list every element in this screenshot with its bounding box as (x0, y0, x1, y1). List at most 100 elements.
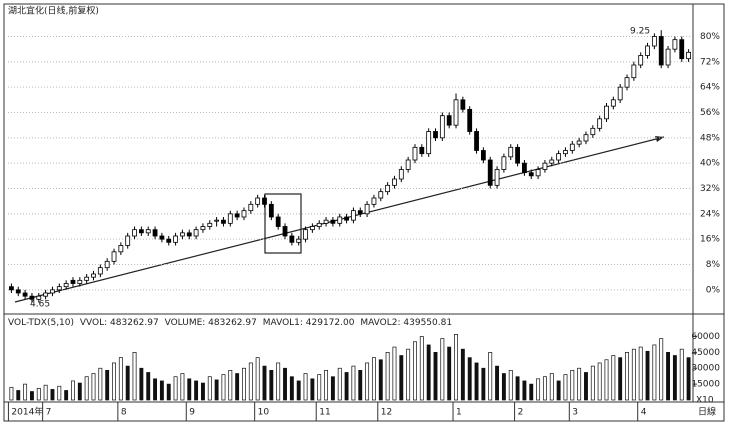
volume-bar (522, 380, 527, 401)
volume-bar (207, 376, 212, 401)
candle-body (248, 203, 254, 212)
volume-bar (166, 383, 171, 401)
volume-bar (365, 362, 370, 401)
candle-body (624, 77, 630, 88)
volume-bar (98, 367, 103, 401)
x-tick-label: 4 (641, 408, 647, 418)
volume-bar (666, 352, 671, 401)
candle-body (221, 219, 226, 224)
candle-body (193, 229, 199, 237)
frame (3, 3, 725, 422)
candle-body (97, 267, 103, 275)
candle-body (330, 219, 336, 224)
candle-body (77, 279, 83, 284)
volume-bar (91, 373, 96, 401)
volume-bar (180, 373, 185, 401)
y-tick-label: 56% (700, 108, 720, 118)
candle-body (474, 131, 479, 151)
candle-body (159, 235, 165, 240)
volume-bar (64, 390, 69, 401)
volume-bar (289, 376, 294, 401)
volume-bar (262, 365, 267, 401)
y-tick-label: 30000 (691, 364, 720, 374)
candle-body (645, 45, 650, 56)
candle-body (446, 115, 452, 126)
volume-bar (686, 357, 691, 401)
y-tick-label: 72% (700, 57, 720, 67)
volume-bar (351, 365, 356, 401)
candle-body (70, 279, 76, 284)
legend-item: VVOL: 483262.97 (80, 318, 159, 328)
y-tick-label: 15000 (691, 380, 720, 390)
volume-bar (255, 357, 260, 401)
candle-body (22, 292, 28, 297)
candle-body (173, 235, 178, 243)
candle-body (542, 162, 548, 170)
candle-body (255, 197, 261, 205)
volume-bar (563, 374, 568, 401)
candle-body (50, 289, 55, 294)
volume-bar (57, 385, 62, 401)
volume-bar (515, 376, 520, 401)
volume-bar (228, 370, 233, 401)
candle-body (145, 229, 151, 234)
volume-bar (488, 352, 493, 401)
candle-body (522, 162, 527, 174)
volume-bar (474, 362, 479, 401)
period-label: 日線 (698, 406, 716, 418)
volume-bar (358, 370, 363, 401)
volume-bar (549, 373, 554, 401)
volume-bar (501, 373, 506, 401)
volume-bar (440, 338, 445, 401)
volume-bar (679, 348, 684, 401)
candle-body (398, 169, 404, 180)
candle-body (15, 289, 21, 294)
volume-bar (625, 352, 629, 401)
volume-bar (447, 346, 452, 401)
volume-bar (659, 338, 664, 401)
volume-bar (50, 389, 55, 401)
volume-bar (652, 344, 657, 401)
volume-bar (556, 380, 561, 401)
volume-bar (317, 374, 322, 401)
volume-bar (392, 346, 397, 401)
volume-bar (495, 365, 500, 401)
volume-bar (611, 355, 616, 401)
candle-body (604, 105, 609, 120)
y-tick-label: 80% (700, 32, 720, 42)
candle-body (378, 191, 384, 199)
x-tick-label: 10 (258, 408, 270, 418)
candle-body (296, 238, 302, 243)
candle-body (405, 159, 411, 170)
y-tick-label: 8% (706, 260, 721, 270)
candle-body (56, 286, 62, 291)
volume-bar (200, 382, 205, 401)
candle-body (515, 146, 520, 164)
candle-body (385, 184, 391, 193)
candle-body (583, 134, 589, 142)
candle-body (658, 36, 664, 66)
candle-body (569, 143, 575, 151)
volume-bar (584, 372, 588, 401)
volume-bar (187, 378, 192, 401)
x-tick-label: 8 (121, 408, 127, 418)
volume-bar (672, 355, 677, 401)
candle-body (43, 292, 49, 297)
candle-body (111, 251, 117, 262)
candle-body (672, 39, 678, 50)
volume-bar (276, 362, 281, 401)
volume-bar (146, 372, 151, 401)
candle-body (309, 226, 315, 231)
volume-bar (118, 357, 123, 401)
x-tick-label: 11 (319, 408, 330, 418)
x-tick-label: 7 (46, 408, 52, 418)
volume-bar (604, 359, 609, 401)
candle-body (638, 55, 644, 66)
x-tick-label: 12 (381, 408, 392, 418)
candle-body (563, 150, 568, 155)
volume-bar (71, 380, 75, 401)
volume-bar (413, 341, 417, 401)
candle-body (412, 146, 418, 161)
candle-body (84, 276, 90, 281)
